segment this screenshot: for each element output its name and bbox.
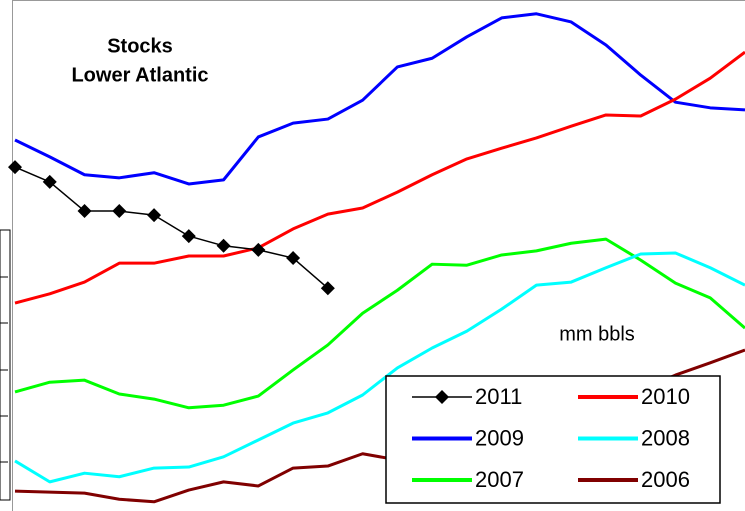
marker	[216, 238, 231, 253]
series-line	[14, 237, 745, 410]
legend-label: 2008	[641, 425, 690, 450]
marker	[320, 281, 335, 296]
series-line	[14, 50, 745, 305]
marker	[251, 242, 266, 257]
series-line	[14, 12, 745, 186]
side-panel-fragment	[0, 229, 11, 501]
chart-title-line: Stocks	[107, 35, 173, 57]
legend-label: 2007	[475, 467, 524, 492]
legend-label: 2010	[641, 384, 690, 409]
legend-label: 2006	[641, 467, 690, 492]
chart-title-line: Lower Atlantic	[71, 64, 208, 86]
marker	[42, 174, 57, 189]
marker	[112, 204, 127, 219]
series-line	[14, 251, 745, 484]
side-panel-ticks	[0, 276, 8, 463]
marker	[77, 204, 92, 219]
marker	[181, 229, 196, 244]
marker	[147, 208, 162, 223]
plot-area	[12, 0, 745, 511]
legend: 2011 2010 2009 2008 2007 2006	[412, 384, 690, 492]
unit-annotation: mm bbls	[559, 323, 635, 345]
marker	[8, 160, 22, 175]
series-line	[14, 166, 329, 289]
series-group	[8, 12, 745, 504]
legend-label: 2011	[475, 384, 522, 409]
legend-label: 2009	[475, 425, 524, 450]
marker	[286, 251, 301, 266]
legend-marker	[435, 390, 449, 404]
